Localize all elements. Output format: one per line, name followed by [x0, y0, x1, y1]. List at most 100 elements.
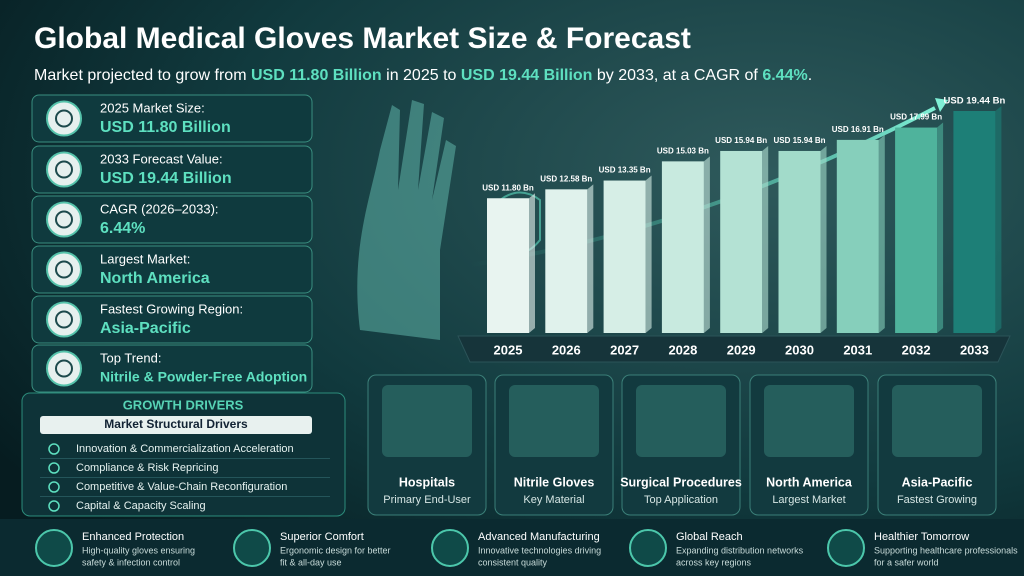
stat-value: 6.44% — [100, 220, 145, 237]
driver-item: Innovation & Commercialization Accelerat… — [76, 443, 294, 455]
stat-icon-inner — [55, 359, 73, 378]
stat-icon — [46, 350, 82, 387]
drivers-title: GROWTH DRIVERS — [123, 397, 244, 412]
stat-card — [31, 94, 313, 143]
driver-item: Competitive & Value-Chain Reconfiguratio… — [76, 481, 287, 493]
bar — [545, 189, 588, 333]
x-tick-label: 2031 — [843, 342, 872, 357]
card-title: Nitrile Gloves — [514, 475, 595, 489]
card-illustration — [764, 385, 854, 457]
stat-card — [31, 145, 313, 194]
title: Global Medical Gloves Market Size & Fore… — [34, 22, 691, 55]
footer-icon — [827, 529, 865, 567]
driver-icon — [48, 462, 60, 474]
bar — [603, 180, 646, 333]
bar — [895, 127, 938, 333]
subtitle-part: . — [808, 67, 812, 84]
footer-text: High-quality gloves ensuring — [82, 545, 195, 555]
driver-icon — [48, 481, 60, 493]
x-tick-label: 2029 — [727, 342, 756, 357]
stat-value: Asia-Pacific — [100, 320, 191, 337]
card-subtitle: Fastest Growing — [897, 494, 977, 506]
footer-text: fit & all-day use — [280, 557, 342, 567]
stat-label: CAGR (2026–2033): — [100, 201, 219, 216]
bar-side — [995, 106, 1002, 333]
stat-value: Nitrile & Powder-Free Adoption — [100, 369, 307, 385]
driver-icon — [48, 443, 60, 455]
stat-label: Top Trend: — [100, 350, 161, 365]
stat-icon-inner — [55, 160, 73, 179]
arrow-head — [935, 98, 948, 112]
stat-icon — [46, 100, 82, 137]
stat-card — [31, 195, 313, 244]
stat-icon — [46, 151, 82, 188]
footer-icon — [35, 529, 73, 567]
bar-side — [587, 184, 594, 333]
card-illustration — [892, 385, 982, 457]
stat-icon-inner — [55, 260, 73, 279]
subtitle-part: by 2033, at a CAGR of — [592, 67, 762, 84]
x-tick-label: 2027 — [610, 342, 639, 357]
bar-side — [878, 134, 885, 333]
card-illustration — [636, 385, 726, 457]
bar — [953, 111, 996, 333]
subtitle-part: USD 11.80 Billion — [251, 67, 382, 84]
drivers-subtitle: Market Structural Drivers — [104, 417, 248, 431]
stat-value: USD 19.44 Billion — [100, 170, 232, 187]
x-tick-label: 2025 — [494, 342, 523, 357]
driver-item: Compliance & Risk Repricing — [76, 462, 218, 474]
footer-title: Enhanced Protection — [82, 531, 184, 543]
footer-text: for a safer world — [874, 557, 939, 567]
bar-value-label: USD 19.44 Bn — [944, 96, 1006, 107]
bar-side — [703, 156, 710, 333]
card-subtitle: Largest Market — [772, 494, 845, 506]
subtitle-part: USD 19.44 Billion — [461, 67, 593, 84]
footer-title: Healthier Tomorrow — [874, 531, 969, 543]
card-subtitle: Key Material — [523, 494, 584, 506]
bar-side — [937, 122, 944, 333]
card-illustration — [509, 385, 599, 457]
stat-value: USD 11.80 Billion — [100, 119, 231, 136]
stat-value: North America — [100, 270, 210, 287]
card-title: Hospitals — [399, 475, 455, 489]
stat-icon — [46, 251, 82, 288]
bar — [778, 150, 821, 333]
stat-card — [31, 295, 313, 344]
card-title: Surgical Procedures — [620, 475, 742, 489]
subtitle-part: Market projected to grow from — [34, 67, 251, 84]
footer-text: across key regions — [676, 557, 752, 567]
footer-text: safety & infection control — [82, 557, 180, 567]
bar-side — [762, 145, 769, 333]
bar-value-label: USD 12.58 Bn — [540, 174, 592, 183]
bar — [487, 198, 529, 333]
subtitle-part: in 2025 to — [382, 67, 461, 84]
bar-value-label: USD 15.03 Bn — [657, 146, 709, 155]
footer-icon — [431, 529, 469, 567]
footer-text: consistent quality — [478, 557, 548, 567]
bar-value-label: USD 16.91 Bn — [832, 125, 884, 134]
glove-illustration — [357, 100, 456, 340]
card-title: North America — [766, 475, 853, 489]
bar — [720, 150, 763, 333]
x-tick-label: 2032 — [902, 342, 931, 357]
driver-icon — [48, 500, 60, 512]
footer-icon — [629, 529, 667, 567]
stat-icon — [46, 301, 82, 338]
footer-title: Global Reach — [676, 531, 743, 543]
bar-side — [645, 175, 652, 333]
bar — [661, 161, 704, 333]
bar-value-label: USD 15.94 Bn — [715, 136, 767, 145]
subtitle-part: 6.44% — [762, 67, 807, 84]
driver-item: Capital & Capacity Scaling — [76, 500, 206, 512]
bar-value-label: USD 15.94 Bn — [773, 136, 825, 145]
card-subtitle: Primary End-User — [383, 494, 471, 506]
footer-text: Expanding distribution networks — [676, 545, 804, 555]
drivers-subtitle-bar — [40, 416, 312, 434]
stat-icon-inner — [55, 310, 73, 329]
bar-side — [529, 193, 535, 333]
stat-icon-inner — [55, 109, 73, 128]
card-subtitle: Top Application — [644, 494, 718, 506]
x-tick-label: 2028 — [668, 342, 697, 357]
bar-value-label: USD 11.80 Bn — [482, 183, 534, 192]
